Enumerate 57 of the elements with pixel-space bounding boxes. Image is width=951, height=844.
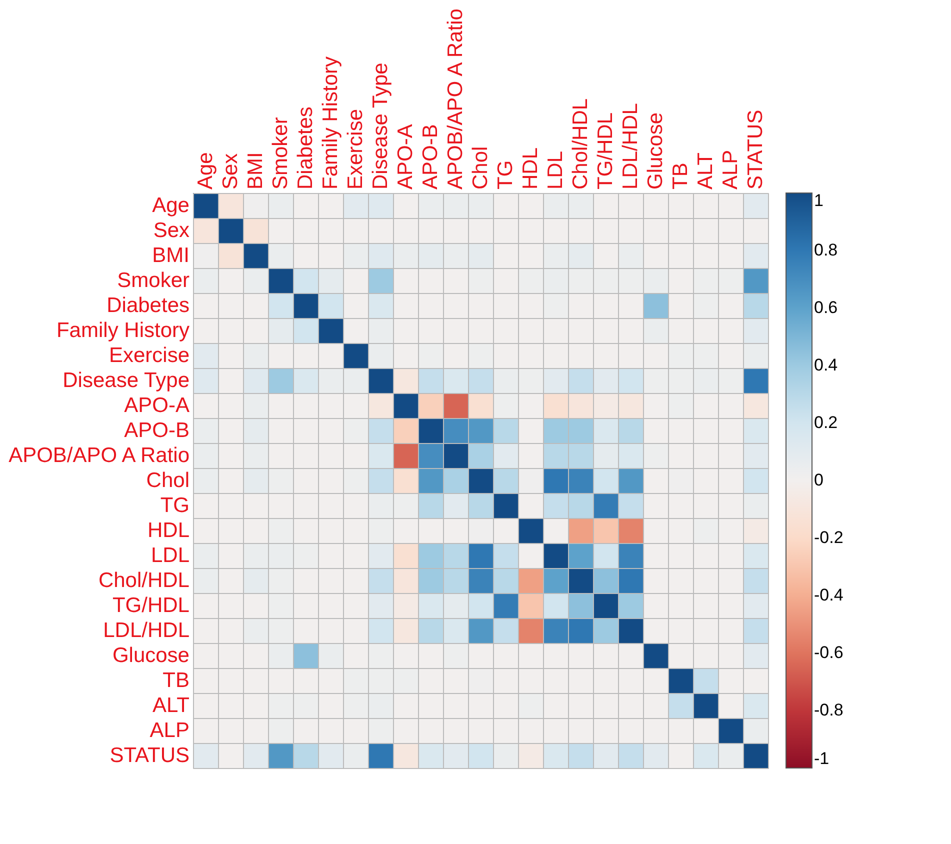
x-tick-label: Glucose <box>644 112 667 190</box>
y-tick-label: ALT <box>152 694 190 717</box>
y-tick-label: Exercise <box>108 344 190 367</box>
color-bar-label: 0.4 <box>814 356 838 374</box>
y-tick-label: Sex <box>153 219 190 242</box>
x-tick-label: Chol/HDL <box>569 98 592 190</box>
color-bar-label: -1 <box>814 749 830 768</box>
x-tick-label: ALT <box>694 152 717 190</box>
x-tick-label: Family History <box>319 56 342 190</box>
y-tick-label: LDL/HDL <box>103 619 190 642</box>
x-tick-label: TG/HDL <box>594 112 617 190</box>
x-tick-label: HDL <box>519 147 542 190</box>
x-tick-label: Disease Type <box>369 62 392 190</box>
y-tick-label: HDL <box>147 519 190 542</box>
y-tick-label: Smoker <box>117 269 190 292</box>
color-bar-label: -0.6 <box>814 643 844 662</box>
x-tick-label: Chol <box>469 146 492 190</box>
color-bar-label: 0 <box>814 470 824 490</box>
y-tick-label: Diabetes <box>106 294 190 317</box>
y-tick-label: LDL <box>150 544 190 567</box>
x-tick-label: LDL/HDL <box>619 103 642 190</box>
y-tick-label: ALP <box>150 719 190 742</box>
x-tick-label: ALP <box>719 150 742 190</box>
y-tick-label: Age <box>152 194 190 217</box>
y-tick-label: Disease Type <box>62 369 190 392</box>
color-bar-label: 0.6 <box>814 298 838 317</box>
x-tick-label: TB <box>669 162 692 190</box>
color-bar-label: -0.2 <box>814 528 844 547</box>
y-tick-label: TG/HDL <box>112 594 190 617</box>
x-tick-label: APO-B <box>419 124 442 190</box>
y-tick-label: APO-A <box>124 394 190 417</box>
x-tick-label: TG <box>494 160 517 190</box>
y-tick-label: APOB/APO A Ratio <box>8 444 190 467</box>
color-bar-label: 1 <box>814 191 824 210</box>
x-tick-label: APOB/APO A Ratio <box>444 8 467 190</box>
x-tick-label: Exercise <box>344 108 367 190</box>
color-bar-label: -0.4 <box>814 586 844 604</box>
color-bar-label: -0.8 <box>814 700 844 720</box>
x-tick-label: Smoker <box>269 117 292 190</box>
x-tick-label: APO-A <box>394 124 417 190</box>
y-tick-label: Glucose <box>112 644 190 667</box>
y-tick-label: Family History <box>56 319 190 342</box>
y-tick-label: TG <box>160 494 190 517</box>
x-tick-label: LDL <box>544 150 567 190</box>
x-tick-label: Sex <box>219 152 242 190</box>
color-bar-label: 0.8 <box>814 240 838 260</box>
y-tick-label: APO-B <box>124 419 190 442</box>
y-tick-label: STATUS <box>110 744 190 767</box>
y-tick-label: Chol <box>146 469 190 492</box>
y-tick-label: TB <box>162 669 190 692</box>
x-tick-label: BMI <box>244 152 267 190</box>
y-tick-label: Chol/HDL <box>98 569 190 592</box>
x-tick-label: STATUS <box>744 110 767 190</box>
x-tick-label: Diabetes <box>294 106 317 190</box>
y-tick-label: BMI <box>152 244 190 267</box>
color-bar-label: 0.2 <box>814 413 838 432</box>
x-tick-label: Age <box>194 152 217 190</box>
